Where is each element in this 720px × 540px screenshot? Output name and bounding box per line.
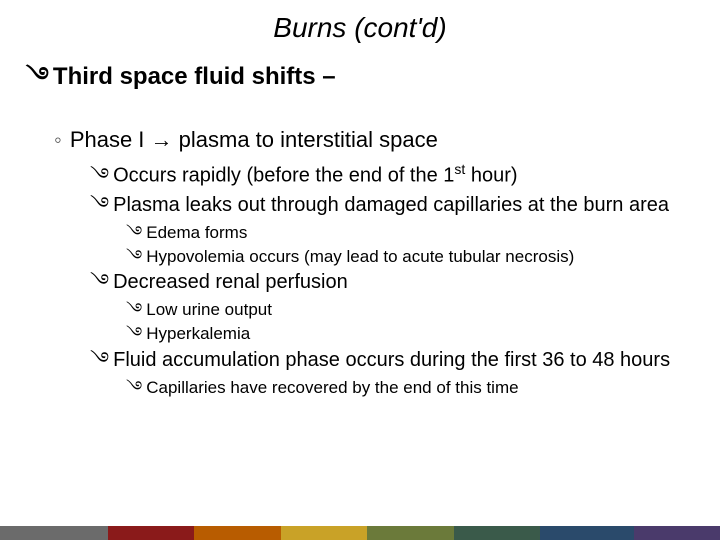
footer-accent xyxy=(0,526,720,540)
swirl-icon: ࿓ xyxy=(126,222,142,243)
slide-title: Burns (cont'd) xyxy=(18,12,702,44)
lvl3c-text: Decreased renal perfusion xyxy=(113,271,348,293)
footer-segment xyxy=(634,526,720,540)
swirl-icon: ࿓ xyxy=(126,323,142,344)
bullet-level4: ࿓Edema forms xyxy=(126,222,702,243)
swirl-icon: ࿓ xyxy=(126,377,142,398)
bullet-level3: ࿓Plasma leaks out through damaged capill… xyxy=(90,193,702,218)
lvl3a-sup: st xyxy=(454,161,465,177)
bullet-level3: ࿓Decreased renal perfusion xyxy=(90,270,702,295)
lvl3b-text: Plasma leaks out through damaged capilla… xyxy=(113,194,669,216)
bullet-level4: ࿓Low urine output xyxy=(126,299,702,320)
bullet-level3: ࿓Occurs rapidly (before the end of the 1… xyxy=(90,161,702,189)
lvl4e-text: Capillaries have recovered by the end of… xyxy=(146,378,518,397)
swirl-icon: ࿓ xyxy=(126,246,142,267)
footer-segment xyxy=(540,526,634,540)
swirl-icon: ࿓ xyxy=(26,50,49,117)
heading-level1: ࿓Third space fluid shifts – xyxy=(26,50,702,117)
lvl4c-text: Low urine output xyxy=(146,300,272,319)
swirl-icon: ࿓ xyxy=(90,270,109,295)
lvl3a-pre: Occurs rapidly (before the end of the 1 xyxy=(113,165,454,187)
lvl4a-text: Edema forms xyxy=(146,223,247,242)
bullet-level4: ࿓Capillaries have recovered by the end o… xyxy=(126,377,702,398)
footer-segment xyxy=(281,526,367,540)
footer-segment xyxy=(0,526,108,540)
bullet-level4: ࿓Hypovolemia occurs (may lead to acute t… xyxy=(126,246,702,267)
lvl4d-text: Hyperkalemia xyxy=(146,324,250,343)
lvl2-text: Phase I → plasma to interstitial space xyxy=(70,127,438,152)
bullet-level3: ࿓Fluid accumulation phase occurs during … xyxy=(90,348,702,373)
swirl-icon: ࿓ xyxy=(90,193,109,218)
circle-icon: ◦ xyxy=(54,127,62,153)
footer-segment xyxy=(108,526,194,540)
heading-level2: ◦ Phase I → plasma to interstitial space xyxy=(54,127,702,153)
footer-segment xyxy=(367,526,453,540)
slide-container: Burns (cont'd) ࿓Third space fluid shifts… xyxy=(0,0,720,540)
swirl-icon: ࿓ xyxy=(90,348,109,373)
lvl3a-post: hour) xyxy=(465,165,517,187)
footer-segment xyxy=(194,526,280,540)
lvl3d-text: Fluid accumulation phase occurs during t… xyxy=(113,349,670,371)
swirl-icon: ࿓ xyxy=(126,299,142,320)
swirl-icon: ࿓ xyxy=(90,164,109,189)
footer-segment xyxy=(454,526,540,540)
lvl1-text: Third space fluid shifts – xyxy=(53,63,336,90)
bullet-level4: ࿓Hyperkalemia xyxy=(126,323,702,344)
lvl4b-text: Hypovolemia occurs (may lead to acute tu… xyxy=(146,247,574,266)
